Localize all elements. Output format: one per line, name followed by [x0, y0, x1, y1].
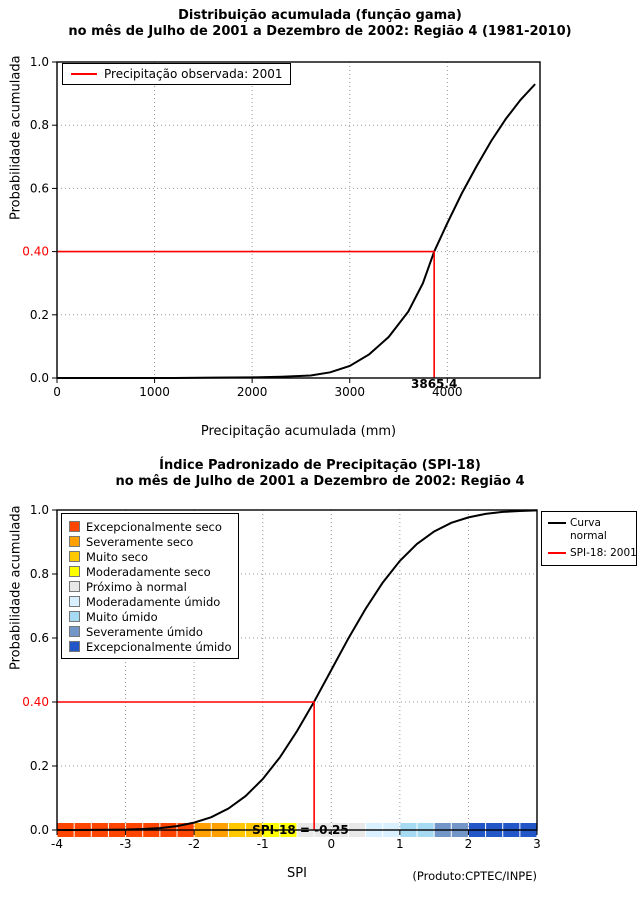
spi-category-legend: Excepcionalmente seco Severamente seco M…: [61, 513, 240, 659]
svg-text:4000: 4000: [432, 385, 463, 399]
gamma-chart-title: Distribuição acumulada (função gama): [178, 8, 462, 23]
svg-text:-4: -4: [51, 837, 63, 851]
svg-text:0.8: 0.8: [30, 567, 49, 581]
category-legend-item: Excepcionalmente seco: [69, 519, 231, 534]
category-color-swatch: [69, 536, 80, 547]
gamma-chart-titles: Distribuição acumulada (função gama) no …: [0, 8, 640, 40]
spi-chart-subtitle: no mês de Julho de 2001 a Dezembro de 20…: [115, 474, 525, 489]
svg-text:0: 0: [327, 837, 335, 851]
category-label: Excepcionalmente seco: [86, 519, 222, 534]
category-label: Muito seco: [86, 549, 149, 564]
svg-text:1.0: 1.0: [30, 503, 49, 517]
svg-text:2: 2: [465, 837, 473, 851]
spi-curves-legend: Curva normal SPI-18: 2001: [541, 511, 637, 566]
spi-x-axis-label: SPI: [287, 866, 307, 881]
legend-line-swatch: [71, 73, 97, 75]
category-legend-item: Severamente seco: [69, 534, 231, 549]
svg-text:1000: 1000: [139, 385, 170, 399]
svg-text:0.2: 0.2: [30, 308, 49, 322]
svg-text:0.6: 0.6: [30, 181, 49, 195]
svg-text:0.40: 0.40: [22, 695, 49, 709]
svg-text:-1: -1: [257, 837, 269, 851]
legend-label: SPI-18: 2001: [570, 547, 637, 559]
category-legend-item: Muito úmido: [69, 609, 231, 624]
legend-label: Curva normal: [570, 517, 607, 542]
category-label: Severamente úmido: [86, 624, 203, 639]
category-label: Excepcionalmente úmido: [86, 639, 232, 654]
gamma-legend: Precipitação observada: 2001: [62, 63, 292, 85]
category-label: Próximo à normal: [86, 579, 187, 594]
svg-text:2000: 2000: [237, 385, 268, 399]
category-color-swatch: [69, 611, 80, 622]
category-label: Moderadamente seco: [86, 564, 211, 579]
svg-text:3000: 3000: [334, 385, 365, 399]
gamma-plot-area: 0 1000 2000 3000 4000 0.0 0.2 0.40 0.6 0.8 1.0 3865…: [22, 55, 541, 399]
gamma-chart-subtitle: no mês de Julho de 2001 a Dezembro de 20…: [68, 24, 572, 39]
svg-text:0.0: 0.0: [30, 823, 49, 837]
spi-chart-title: Índice Padronizado de Precipitação (SPI-…: [159, 458, 481, 473]
legend-line-swatch: [548, 552, 566, 554]
category-color-swatch: [69, 581, 80, 592]
svg-text:0.6: 0.6: [30, 631, 49, 645]
legend-item-spi-2001: SPI-18: 2001: [548, 547, 637, 560]
legend-line-swatch: [548, 522, 566, 524]
svg-text:3865.4: 3865.4: [411, 377, 457, 391]
spi-plot-area: -4 -3 -2 -1 0 1 2 3 0.0 0.2 0.40 0.6 0.8 1.0 SPI-18 = …: [22, 503, 541, 851]
category-label: Moderadamente úmido: [86, 594, 221, 609]
category-label: Muito úmido: [86, 609, 158, 624]
category-color-swatch: [69, 551, 80, 562]
gamma-x-axis-label: Precipitação acumulada (mm): [200, 424, 397, 439]
category-color-swatch: [69, 521, 80, 532]
legend-item-normal-curve: Curva normal: [548, 517, 630, 543]
category-color-swatch: [69, 596, 80, 607]
svg-text:-3: -3: [120, 837, 132, 851]
gamma-legend-label: Precipitação observada: 2001: [104, 67, 283, 81]
svg-text:0.2: 0.2: [30, 759, 49, 773]
svg-text:0: 0: [53, 385, 61, 399]
svg-text:1.0: 1.0: [30, 55, 49, 69]
category-legend-item: Próximo à normal: [69, 579, 231, 594]
category-color-swatch: [69, 641, 80, 652]
svg-text:1: 1: [396, 837, 404, 851]
category-legend-item: Moderadamente úmido: [69, 594, 231, 609]
category-legend-item: Severamente úmido: [69, 624, 231, 639]
svg-text:0.8: 0.8: [30, 118, 49, 132]
product-credit: (Produto:CPTEC/INPE): [412, 869, 537, 883]
svg-text:3: 3: [533, 837, 541, 851]
spi-chart-titles: Índice Padronizado de Precipitação (SPI-…: [0, 458, 640, 490]
category-legend-item: Moderadamente seco: [69, 564, 231, 579]
svg-text:0.40: 0.40: [22, 245, 49, 259]
svg-text:SPI-18 = -0.25: SPI-18 = -0.25: [252, 823, 349, 837]
category-color-swatch: [69, 626, 80, 637]
category-label: Severamente seco: [86, 534, 194, 549]
category-color-swatch: [69, 566, 80, 577]
category-legend-item: Muito seco: [69, 549, 231, 564]
svg-text:0.0: 0.0: [30, 371, 49, 385]
category-legend-item: Excepcionalmente úmido: [69, 639, 231, 654]
svg-text:-2: -2: [188, 837, 200, 851]
